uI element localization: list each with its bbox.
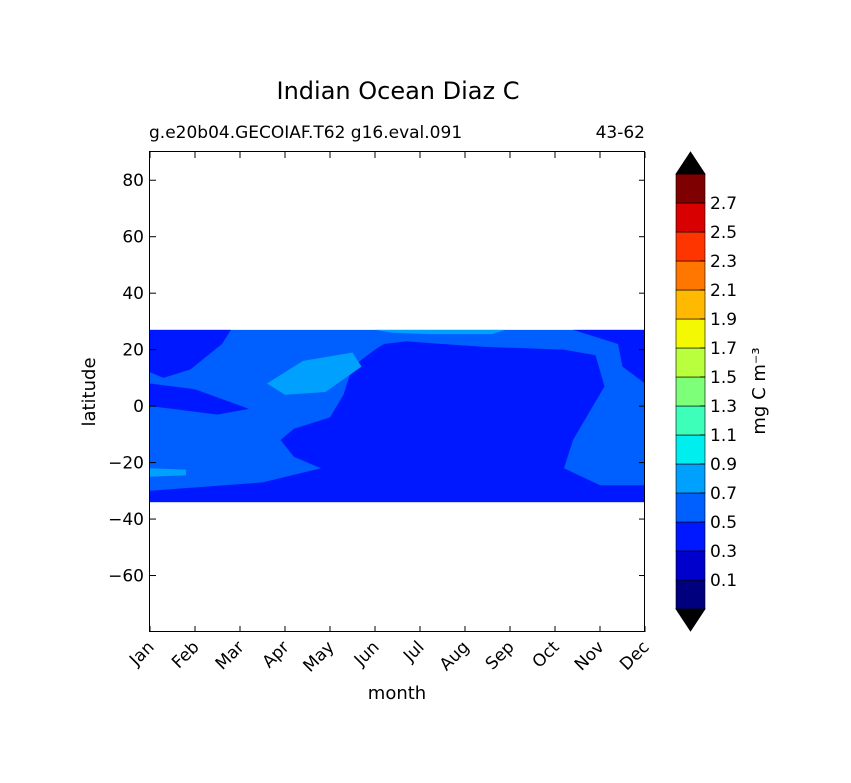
colorbar-segment [675, 202, 706, 233]
colorbar-tick-label: 0.9 [710, 455, 737, 475]
colorbar: 0.1 0.3 0.5 0.7 0.9 1.1 1.3 1.5 1.7 1.9 2.1 2.3 2.5 2… [675, 151, 737, 632]
colorbar-tick-label: 1.5 [710, 368, 737, 388]
colorbar-segment [675, 405, 706, 436]
colorbar-tick-label: 0.5 [710, 513, 737, 533]
x-tick-label: Jan [125, 637, 158, 670]
x-tick-label: Apr [259, 637, 294, 672]
chart-title: Indian Ocean Diaz C [277, 77, 520, 105]
x-tick-label: Nov [571, 637, 609, 675]
y-tick-label: −40 [108, 510, 144, 530]
colorbar-segment [675, 289, 706, 320]
y-tick-label: −60 [108, 567, 144, 587]
x-tick-label: Jun [350, 637, 384, 671]
y-tick-label: 20 [122, 341, 144, 361]
colorbar-tick-label: 0.7 [710, 484, 737, 504]
contour-region [267, 352, 362, 395]
colorbar-under-arrow [675, 608, 706, 632]
contour-region [375, 329, 506, 335]
colorbar-tick-label: 1.9 [710, 310, 737, 330]
colorbar-segment [675, 434, 706, 465]
colorbar-over-arrow [675, 151, 706, 175]
colorbar-segment [675, 173, 706, 204]
x-tick-label: Jul [399, 637, 428, 666]
colorbar-segment [675, 579, 706, 610]
y-tick-label: −20 [108, 454, 144, 474]
y-axis-label: latitude [79, 357, 100, 426]
colorbar-tick-label: 0.3 [710, 542, 737, 562]
y-axis: 80 60 40 20 0 −20 −40 −60 [108, 171, 645, 587]
x-tick-label: Feb [168, 637, 203, 672]
colorbar-segment [675, 463, 706, 494]
contour-region [573, 329, 645, 384]
contour-region [150, 341, 645, 503]
heatmap-fill [150, 329, 645, 503]
colorbar-segment [675, 260, 706, 291]
colorbar-tick-label: 1.3 [710, 397, 737, 417]
contour-region [150, 329, 231, 378]
colorbar-segment [675, 521, 706, 552]
y-tick-label: 60 [122, 228, 144, 248]
x-axis-label: month [368, 683, 426, 704]
x-tick-label: Mar [212, 637, 249, 674]
colorbar-tick-label: 0.1 [710, 571, 737, 591]
y-tick-label: 0 [133, 397, 144, 417]
chart-subtitle-left: g.e20b04.GECOIAF.T62 g16.eval.091 [149, 123, 462, 143]
colorbar-tick-label: 2.1 [710, 281, 737, 301]
colorbar-tick-label: 2.7 [710, 194, 737, 214]
colorbar-tick-label: 1.1 [710, 426, 737, 446]
colorbar-tick-label: 2.5 [710, 223, 737, 243]
x-tick-label: Aug [436, 637, 474, 675]
colorbar-segment [675, 318, 706, 349]
colorbar-segment [675, 347, 706, 378]
x-tick-label: May [300, 637, 339, 676]
x-tick-label: Sep [482, 637, 519, 674]
x-tick-label: Oct [529, 637, 564, 672]
y-tick-label: 80 [122, 171, 144, 191]
colorbar-segment [675, 376, 706, 407]
colorbar-label: mg C m⁻³ [749, 347, 770, 434]
colorbar-segment [675, 492, 706, 523]
contour-region [150, 468, 186, 477]
colorbar-tick-label: 1.7 [710, 339, 737, 359]
contour-region [150, 383, 249, 415]
chart-subtitle-right: 43-62 [596, 123, 645, 143]
colorbar-segment [675, 231, 706, 262]
y-tick-label: 40 [122, 284, 144, 304]
plot-frame [149, 151, 645, 632]
x-tick-label: Dec [616, 637, 653, 674]
colorbar-tick-label: 2.3 [710, 252, 737, 272]
colorbar-segment [675, 550, 706, 581]
